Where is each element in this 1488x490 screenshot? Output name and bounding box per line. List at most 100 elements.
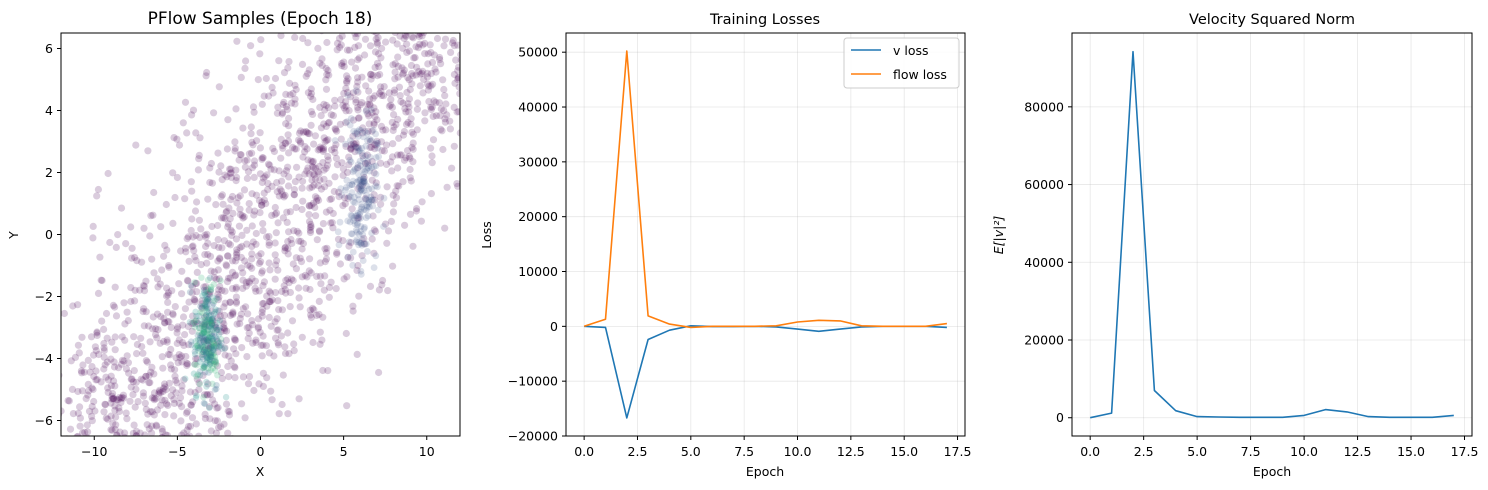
scatter-point [79, 361, 87, 369]
scatter-point [177, 247, 185, 255]
scatter-point [200, 302, 207, 310]
scatter-point [94, 185, 102, 194]
scatter-point [183, 433, 191, 436]
scatter-point [306, 202, 314, 210]
scatter-point [206, 164, 214, 172]
scatter-point [216, 312, 224, 320]
scatter-point [202, 286, 210, 295]
scatter-point [442, 100, 450, 108]
scatter-point [355, 114, 363, 122]
scatter-point [113, 396, 121, 404]
scatter-point [240, 186, 249, 194]
scatter-point [380, 223, 387, 230]
scatter-point [208, 352, 215, 359]
scatter-point [96, 253, 104, 261]
scatter-point [214, 236, 222, 244]
scatter-point [160, 252, 168, 260]
scatter-point [380, 194, 388, 202]
scatter-point [258, 300, 267, 308]
scatter-point [191, 207, 200, 215]
scatter-point [174, 359, 182, 367]
scatter-point [307, 311, 315, 319]
scatter-point [295, 294, 303, 302]
scatter-point [109, 301, 117, 309]
scatter-point [356, 126, 363, 134]
scatter-point [210, 346, 217, 353]
scatter-point [82, 395, 90, 403]
scatter-point [364, 248, 371, 255]
scatter-point [196, 345, 203, 352]
scatter-point [65, 397, 73, 405]
scatter-point [379, 276, 387, 285]
scatter-point [359, 231, 367, 238]
scatter-point [230, 345, 238, 353]
scatter-point [309, 164, 317, 172]
scatter-point [360, 206, 368, 214]
scatter-point [355, 183, 363, 191]
scatter-point [284, 64, 292, 72]
scatter-point [321, 183, 329, 191]
scatter-point [258, 155, 266, 163]
scatter-point [428, 103, 436, 111]
scatter-point [321, 258, 329, 266]
scatter-point [345, 46, 354, 54]
scatter-point [338, 159, 346, 167]
scatter-point [127, 375, 135, 383]
scatter-point [217, 328, 225, 336]
scatter-point [186, 422, 195, 430]
scatter-point [209, 301, 216, 308]
scatter-point [203, 292, 210, 300]
scatter-point [282, 139, 290, 147]
scatter-point [152, 331, 160, 339]
scatter-point [351, 64, 360, 72]
scatter-point [113, 431, 121, 436]
scatter-point [354, 219, 361, 227]
scatter-point [264, 186, 272, 194]
scatter-point [210, 310, 218, 317]
scatter-point [319, 159, 327, 167]
scatter-point [360, 187, 368, 194]
scatter-point [347, 115, 355, 122]
scatter-point [326, 206, 334, 214]
scatter-point [345, 153, 353, 161]
scatter-point [201, 410, 209, 418]
scatter-point [149, 313, 157, 321]
scatter-point [205, 369, 212, 376]
scatter-point [397, 151, 405, 159]
scatter-point [90, 397, 98, 406]
scatter-point [211, 330, 218, 337]
scatter-point [260, 278, 268, 286]
scatter-point [209, 347, 217, 354]
scatter-point [111, 333, 119, 341]
scatter-point [299, 34, 307, 43]
scatter-point [306, 285, 314, 294]
scatter-point [303, 128, 311, 136]
scatter-point [448, 164, 456, 172]
scatter-point [383, 183, 391, 191]
scatter-point [204, 308, 211, 315]
scatter-point [309, 304, 317, 312]
scatter-point [128, 375, 136, 383]
scatter-point [73, 433, 81, 436]
scatter-point [202, 283, 210, 291]
scatter-point [441, 115, 449, 123]
scatter-point [271, 318, 279, 326]
scatter-point [279, 100, 287, 109]
scatter-point [360, 173, 368, 182]
scatter-point [183, 276, 192, 284]
scatter-point [210, 242, 218, 250]
scatter-point [80, 368, 88, 376]
scatter-point [88, 417, 96, 425]
scatter-point [301, 143, 309, 151]
scatter-point [211, 367, 219, 374]
scatter-point [163, 336, 171, 344]
scatter-point [292, 254, 300, 262]
scatter-point [370, 264, 378, 271]
scatter-point [218, 339, 225, 347]
scatter-point [423, 69, 431, 77]
scatter-point [221, 214, 229, 223]
scatter-point [343, 118, 351, 126]
scatter-point [248, 317, 256, 325]
scatter-point [195, 347, 202, 354]
scatter-point [369, 71, 377, 79]
